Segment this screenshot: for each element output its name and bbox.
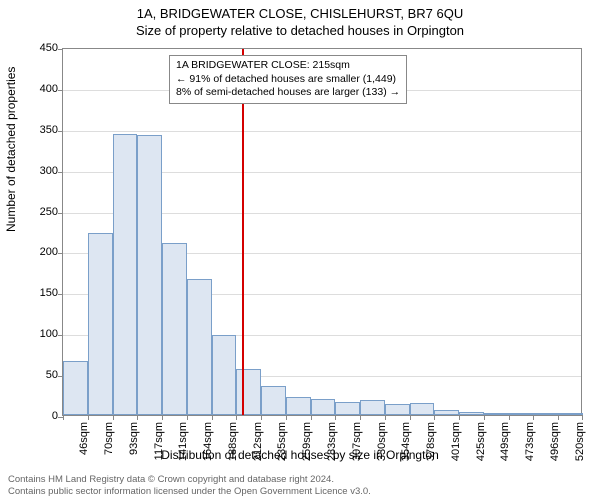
histogram-bar	[187, 279, 212, 415]
x-tick-label: 354sqm	[400, 422, 412, 461]
x-tick-label: 378sqm	[425, 422, 437, 461]
y-tick-label: 350	[22, 124, 58, 136]
x-tick-label: 283sqm	[326, 422, 338, 461]
x-tick-mark	[410, 415, 411, 420]
histogram-bar	[261, 386, 286, 415]
x-tick-mark	[212, 415, 213, 420]
x-tick-mark	[113, 415, 114, 420]
x-tick-label: 141sqm	[177, 422, 189, 461]
x-tick-label: 46sqm	[78, 422, 90, 455]
x-tick-mark	[509, 415, 510, 420]
histogram-bar	[533, 413, 558, 415]
y-tick-mark	[58, 253, 63, 254]
x-tick-label: 259sqm	[301, 422, 313, 461]
x-tick-mark	[558, 415, 559, 420]
x-tick-mark	[236, 415, 237, 420]
histogram-bar	[459, 412, 484, 415]
histogram-bar	[360, 400, 385, 415]
chart-title-sub: Size of property relative to detached ho…	[0, 21, 600, 38]
y-tick-mark	[58, 294, 63, 295]
histogram-bar	[236, 369, 261, 415]
histogram-bar	[410, 403, 435, 415]
y-tick-label: 400	[22, 83, 58, 95]
y-tick-mark	[58, 213, 63, 214]
y-tick-label: 200	[22, 246, 58, 258]
y-tick-mark	[58, 90, 63, 91]
x-tick-mark	[137, 415, 138, 420]
y-tick-label: 50	[22, 369, 58, 381]
annotation-box: 1A BRIDGEWATER CLOSE: 215sqm← 91% of det…	[169, 55, 407, 104]
y-tick-label: 300	[22, 165, 58, 177]
histogram-bar	[385, 404, 410, 415]
histogram-bar	[88, 233, 113, 415]
x-tick-label: 473sqm	[524, 422, 536, 461]
x-tick-mark	[187, 415, 188, 420]
y-tick-label: 250	[22, 206, 58, 218]
y-tick-mark	[58, 49, 63, 50]
x-tick-label: 401sqm	[450, 422, 462, 461]
histogram-bar	[137, 135, 162, 415]
histogram-bar	[558, 413, 583, 415]
chart-plot-area: 1A BRIDGEWATER CLOSE: 215sqm← 91% of det…	[62, 48, 582, 416]
x-tick-label: 330sqm	[376, 422, 388, 461]
x-tick-label: 188sqm	[227, 422, 239, 461]
annotation-line: ← 91% of detached houses are smaller (1,…	[176, 73, 400, 87]
histogram-bar	[286, 397, 311, 415]
x-tick-mark	[286, 415, 287, 420]
y-tick-label: 100	[22, 328, 58, 340]
x-tick-mark	[385, 415, 386, 420]
footer-line-1: Contains HM Land Registry data © Crown c…	[8, 474, 371, 486]
x-tick-label: 235sqm	[276, 422, 288, 461]
attribution-footer: Contains HM Land Registry data © Crown c…	[8, 474, 371, 498]
chart-title-main: 1A, BRIDGEWATER CLOSE, CHISLEHURST, BR7 …	[0, 0, 600, 21]
x-tick-label: 520sqm	[574, 422, 586, 461]
x-tick-mark	[533, 415, 534, 420]
x-tick-label: 70sqm	[103, 422, 115, 455]
annotation-line: 1A BRIDGEWATER CLOSE: 215sqm	[176, 59, 400, 73]
x-tick-mark	[261, 415, 262, 420]
x-tick-mark	[459, 415, 460, 420]
histogram-bar	[162, 243, 187, 415]
x-tick-mark	[88, 415, 89, 420]
x-tick-mark	[484, 415, 485, 420]
histogram-bar	[484, 413, 509, 415]
x-tick-mark	[311, 415, 312, 420]
x-tick-mark	[335, 415, 336, 420]
histogram-bar	[113, 134, 138, 415]
footer-line-2: Contains public sector information licen…	[8, 486, 371, 498]
annotation-line: 8% of semi-detached houses are larger (1…	[176, 86, 400, 100]
x-tick-label: 212sqm	[252, 422, 264, 461]
x-tick-label: 117sqm	[153, 422, 165, 460]
y-tick-mark	[58, 131, 63, 132]
histogram-bar	[311, 399, 336, 415]
x-tick-label: 164sqm	[202, 422, 214, 461]
y-tick-label: 450	[22, 42, 58, 54]
histogram-bar	[434, 410, 459, 415]
x-tick-mark	[582, 415, 583, 420]
x-tick-label: 449sqm	[499, 422, 511, 461]
x-tick-label: 93sqm	[128, 422, 140, 455]
x-tick-mark	[434, 415, 435, 420]
x-tick-label: 496sqm	[549, 422, 561, 461]
y-tick-mark	[58, 335, 63, 336]
y-axis-label: Number of detached properties	[4, 67, 18, 232]
histogram-bar	[335, 402, 360, 415]
grid-line	[63, 131, 581, 132]
histogram-bar	[509, 413, 534, 415]
x-tick-label: 307sqm	[351, 422, 363, 461]
y-tick-label: 0	[22, 410, 58, 422]
x-tick-mark	[63, 415, 64, 420]
x-tick-mark	[162, 415, 163, 420]
histogram-bar	[63, 361, 88, 415]
y-tick-mark	[58, 172, 63, 173]
histogram-bar	[212, 335, 237, 415]
y-tick-label: 150	[22, 287, 58, 299]
x-tick-mark	[360, 415, 361, 420]
x-tick-label: 425sqm	[475, 422, 487, 461]
